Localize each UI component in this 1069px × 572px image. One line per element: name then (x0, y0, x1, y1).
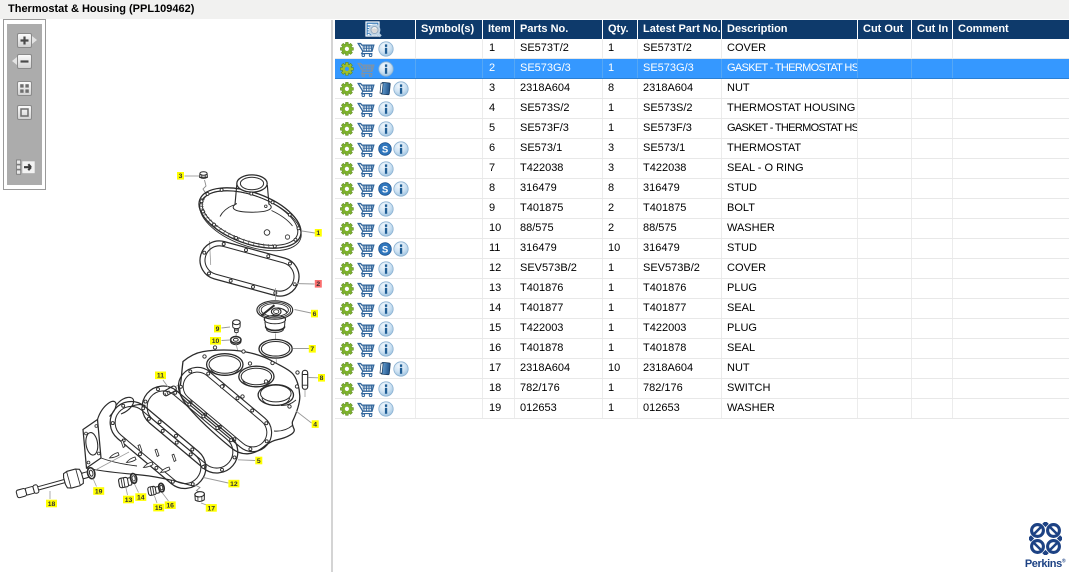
svg-text:18: 18 (48, 501, 56, 508)
svg-text:13: 13 (125, 497, 133, 504)
svg-text:2: 2 (316, 281, 320, 288)
svg-text:16: 16 (166, 503, 174, 510)
svg-text:4: 4 (313, 422, 317, 429)
svg-text:17: 17 (208, 505, 216, 512)
svg-text:S: S (382, 184, 388, 195)
svg-text:1: 1 (316, 230, 320, 237)
svg-text:15: 15 (155, 505, 163, 512)
svg-text:9: 9 (216, 326, 220, 333)
svg-text:11: 11 (157, 373, 164, 380)
svg-text:S: S (382, 144, 388, 155)
svg-text:19: 19 (95, 488, 103, 495)
svg-text:5: 5 (257, 458, 261, 465)
svg-text:12: 12 (230, 481, 238, 488)
svg-text:3: 3 (179, 173, 183, 180)
svg-text:7: 7 (310, 346, 314, 353)
svg-text:6: 6 (313, 311, 317, 318)
svg-text:S: S (382, 244, 388, 255)
svg-text:10: 10 (212, 338, 220, 345)
svg-text:8: 8 (320, 375, 324, 382)
svg-text:14: 14 (137, 495, 145, 502)
